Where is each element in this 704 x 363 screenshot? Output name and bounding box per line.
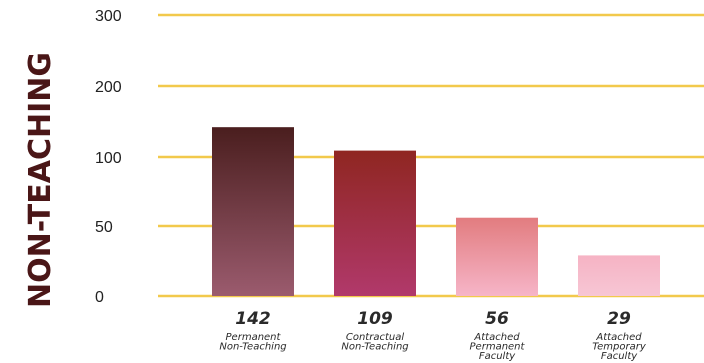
category-label: Temporary bbox=[592, 342, 647, 353]
category-label: Faculty bbox=[601, 351, 638, 362]
value-label: 109 bbox=[357, 309, 393, 329]
category-label: Contractual bbox=[346, 332, 404, 343]
bar bbox=[334, 150, 416, 296]
category-label: Non-Teaching bbox=[219, 342, 286, 353]
value-label: 56 bbox=[485, 309, 509, 329]
y-tick-label: 50 bbox=[95, 219, 113, 236]
y-tick-label: 200 bbox=[95, 79, 122, 96]
category-label: Permanent bbox=[226, 332, 282, 343]
y-tick-label: 0 bbox=[95, 289, 104, 306]
value-label: 142 bbox=[235, 309, 271, 329]
bar bbox=[456, 217, 538, 296]
y-tick-label: 100 bbox=[95, 150, 122, 167]
category-label: Attached bbox=[595, 332, 642, 343]
value-label: 29 bbox=[607, 309, 631, 329]
category-label: Attached bbox=[473, 332, 520, 343]
category-label: Permanent bbox=[470, 342, 526, 353]
bar bbox=[212, 127, 294, 297]
category-label: Faculty bbox=[479, 351, 516, 362]
category-label: Non-Teaching bbox=[341, 342, 408, 353]
y-tick-label: 300 bbox=[95, 8, 122, 25]
y-axis-label: NON-TEACHING bbox=[23, 52, 58, 308]
bar bbox=[578, 255, 660, 296]
